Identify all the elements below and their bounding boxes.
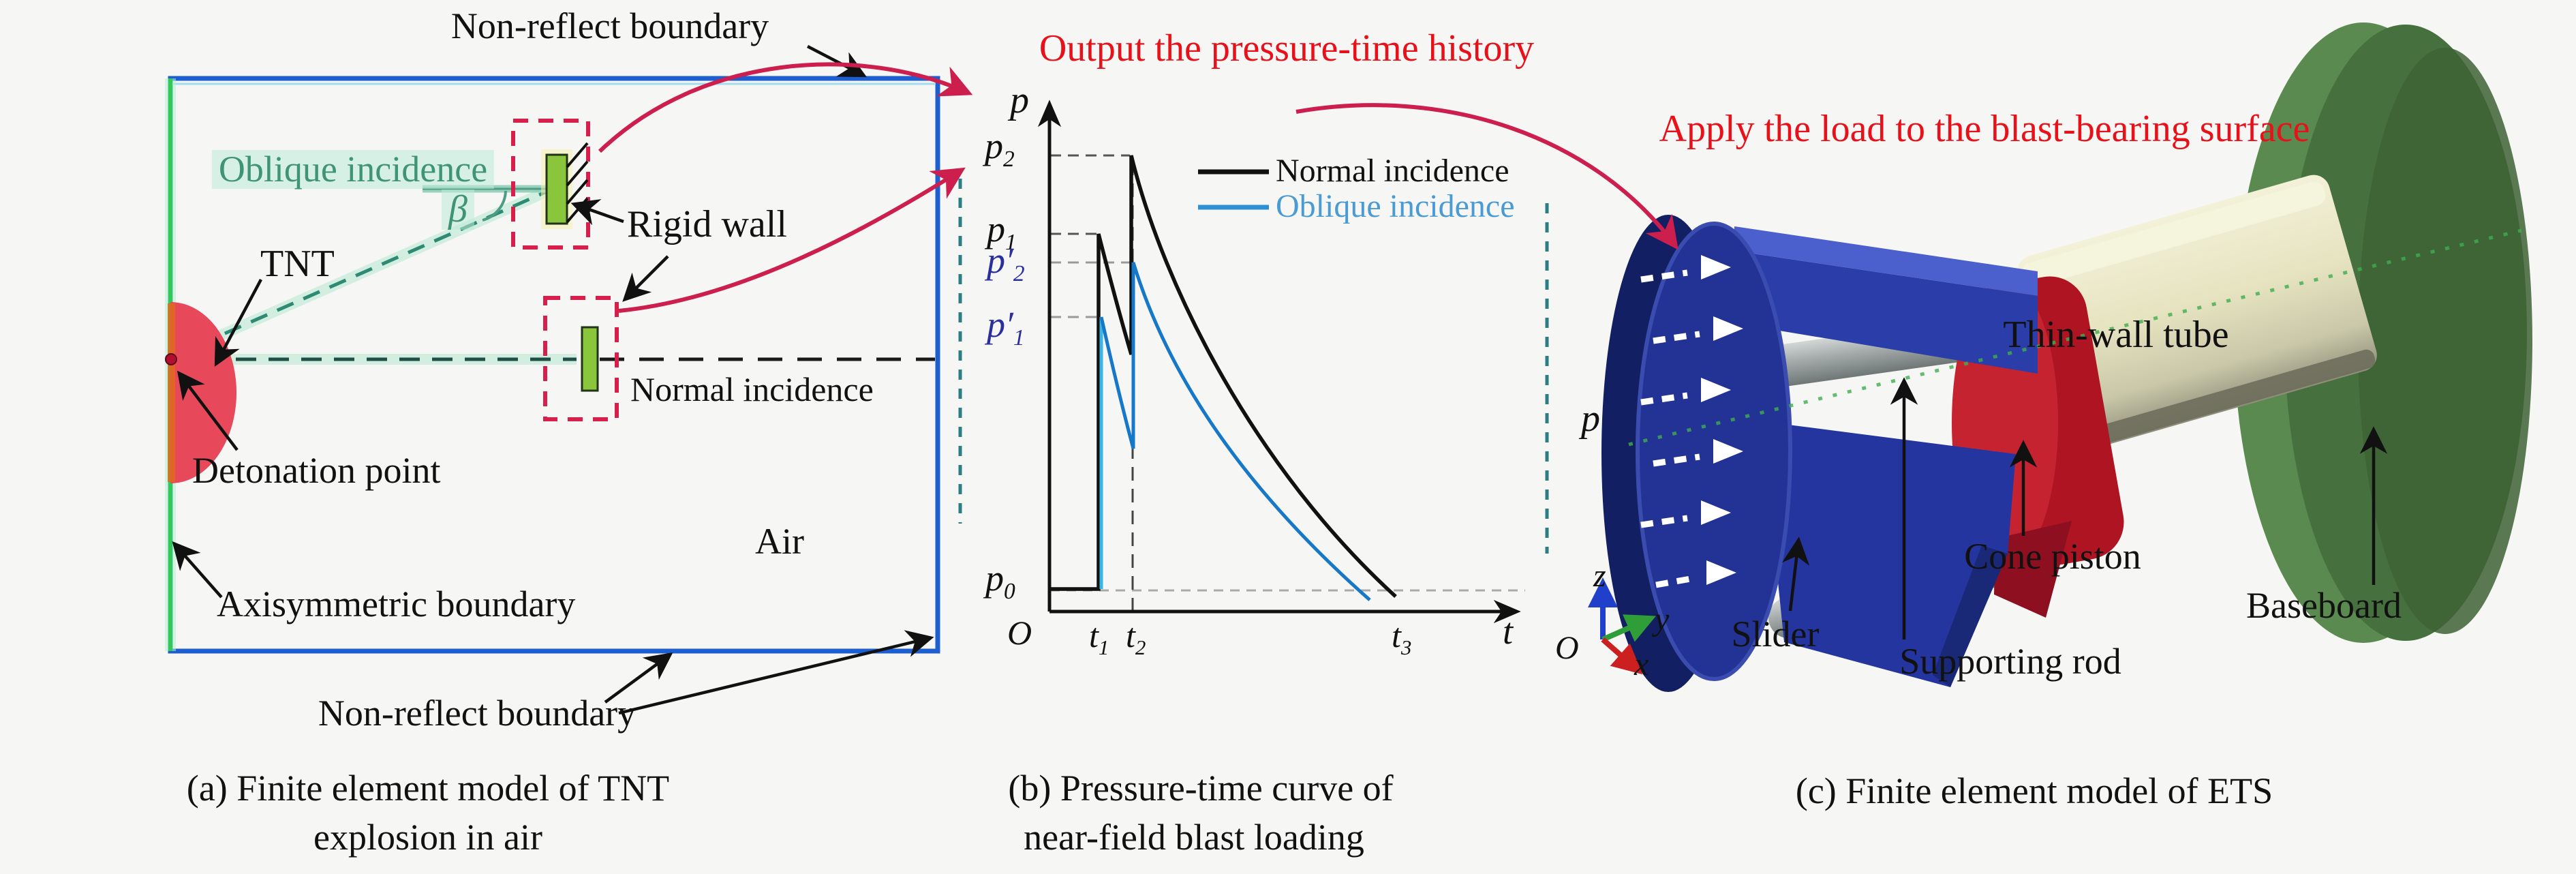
- label-tnt: TNT: [260, 243, 335, 285]
- tick-p1-prime: p′1: [987, 304, 1025, 350]
- arrow-nonreflect-bottom-1: [604, 652, 673, 704]
- label-detonation-point: Detonation point: [192, 450, 441, 491]
- tick-t3: t3: [1392, 616, 1412, 659]
- oblique-incidence-curve: [1099, 262, 1371, 601]
- origin-label-b: O: [1007, 614, 1032, 652]
- panel-a-air-domain: [165, 45, 973, 715]
- label-pressure-p: p: [1581, 397, 1600, 440]
- rigid-wall-normal: [581, 326, 599, 392]
- baseboard-shape: [2234, 22, 2532, 643]
- apply-load-arrow: [1295, 103, 1678, 250]
- arrow-rigid-wall-1: [570, 199, 624, 226]
- arrow-nonreflect-top: [806, 45, 867, 78]
- normal-gauge-box: [543, 296, 619, 421]
- rigid-wall-oblique: [545, 153, 568, 225]
- tick-p0: p0: [985, 558, 1015, 604]
- output-arrow-normal: [618, 167, 966, 313]
- legend-normal-incidence: Normal incidence: [1276, 153, 1509, 189]
- pressure-load-arrows: [1640, 255, 1743, 588]
- oblique-gauge-box: [511, 119, 590, 250]
- label-air: Air: [755, 521, 804, 562]
- label-baseboard: Baseboard: [2246, 585, 2402, 626]
- x-axis-arrow: [1601, 637, 1643, 675]
- panel-c-label-arrows: [1781, 377, 2388, 639]
- tick-p2: p2: [985, 125, 1015, 172]
- title-apply-load: Apply the load to the blast-bearing surf…: [1659, 108, 2310, 150]
- panel-c-ets-model: [1295, 22, 2532, 692]
- y-axis-arrow: [1601, 614, 1657, 642]
- triad-label-y: y: [1655, 601, 1670, 637]
- axis-label-p: p: [1010, 79, 1029, 121]
- label-normal-incidence-a: Normal incidence: [630, 370, 874, 408]
- caption-c: (c) Finite element model of ETS: [1795, 770, 2273, 811]
- arrow-slider: [1781, 537, 1810, 612]
- label-thin-wall-tube: Thin-wall tube: [2003, 314, 2229, 356]
- triad-label-z: z: [1593, 558, 1606, 594]
- tick-t2: t2: [1126, 616, 1146, 659]
- caption-a-line2: explosion in air: [313, 817, 542, 858]
- label-beta: β: [442, 190, 474, 230]
- label-non-reflect-top: Non-reflect boundary: [450, 5, 769, 46]
- triad-label-x: x: [1634, 646, 1649, 682]
- centerline-dotted: [1628, 228, 2522, 447]
- panel-a-label-arrows: [172, 45, 934, 715]
- caption-b-line2: near-field blast loading: [1024, 817, 1364, 858]
- tick-p2-prime: p′2: [987, 240, 1025, 286]
- panel-b-chart: [958, 100, 1549, 624]
- tick-t1: t1: [1089, 616, 1109, 659]
- tick-p1: p1: [987, 209, 1017, 255]
- label-rigid-wall: Rigid wall: [627, 203, 787, 245]
- label-axisymmetric-boundary: Axisymmetric boundary: [217, 584, 576, 624]
- axis-label-t: t: [1503, 611, 1514, 652]
- label-slider: Slider: [1731, 614, 1820, 654]
- normal-incidence-curve: [1050, 155, 1397, 599]
- thin-wall-tube-shape: [2017, 175, 2377, 453]
- arrow-tnt: [214, 278, 262, 367]
- arrow-detonation: [177, 370, 239, 451]
- label-cone-piston: Cone piston: [1964, 536, 2141, 577]
- tnt-edge-orange: [168, 303, 175, 482]
- arrow-rigid-wall-2: [622, 255, 669, 302]
- beta-angle-arc: [482, 190, 507, 222]
- label-supporting-rod: Supporting rod: [1899, 641, 2121, 682]
- arrow-nonreflect-bottom-2: [618, 630, 934, 715]
- coordinate-triad: [1588, 577, 1657, 675]
- legend-oblique-incidence: Oblique incidence: [1276, 188, 1515, 224]
- caption-a-line1: (a) Finite element model of TNT: [186, 768, 670, 809]
- detonation-point-dot: [165, 353, 177, 365]
- label-non-reflect-bottom: Non-reflect boundary: [318, 693, 637, 734]
- caption-b-line1: (b) Pressure-time curve of: [1008, 768, 1394, 809]
- label-oblique-incidence: Oblique incidence: [211, 150, 495, 189]
- arrow-axisymmetric: [172, 541, 223, 599]
- title-output-pressure: Output the pressure-time history: [1039, 27, 1535, 70]
- triad-label-origin: O: [1555, 630, 1579, 666]
- output-arrow-oblique: [598, 62, 973, 153]
